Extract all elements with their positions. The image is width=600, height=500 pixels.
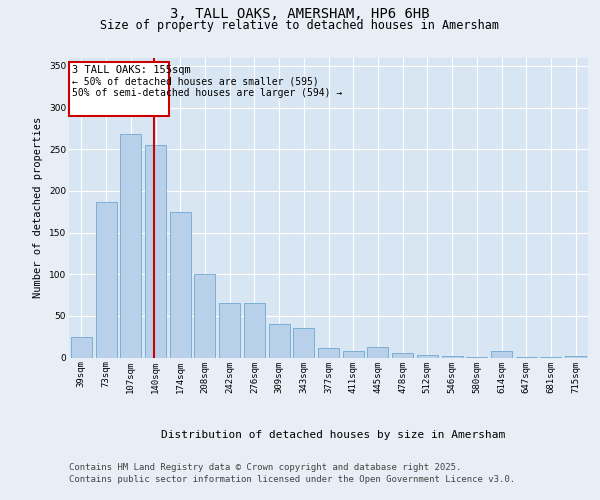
Bar [392,354,413,358]
Bar [95,202,116,358]
Text: ← 50% of detached houses are smaller (595): ← 50% of detached houses are smaller (59… [72,76,319,86]
Y-axis label: Number of detached properties: Number of detached properties [34,117,43,298]
Bar [71,336,92,357]
Text: Distribution of detached houses by size in Amersham: Distribution of detached houses by size … [161,430,505,440]
Text: 50% of semi-detached houses are larger (594) →: 50% of semi-detached houses are larger (… [72,88,342,99]
Bar [318,348,339,358]
Bar [466,356,487,358]
Bar [145,145,166,358]
Bar [516,356,537,358]
Bar [491,351,512,358]
Text: Contains HM Land Registry data © Crown copyright and database right 2025.: Contains HM Land Registry data © Crown c… [69,464,461,472]
Bar [343,351,364,358]
Bar [219,304,240,358]
Text: Size of property relative to detached houses in Amersham: Size of property relative to detached ho… [101,19,499,32]
Bar [120,134,141,358]
Bar [194,274,215,357]
Bar [244,304,265,358]
Text: 3, TALL OAKS, AMERSHAM, HP6 6HB: 3, TALL OAKS, AMERSHAM, HP6 6HB [170,8,430,22]
Bar [293,328,314,358]
Text: 3 TALL OAKS: 155sqm: 3 TALL OAKS: 155sqm [72,65,191,75]
Bar [269,324,290,358]
Bar [170,212,191,358]
Bar [565,356,586,358]
Bar [442,356,463,358]
Bar [417,355,438,358]
FancyBboxPatch shape [70,62,169,116]
Text: Contains public sector information licensed under the Open Government Licence v3: Contains public sector information licen… [69,475,515,484]
Bar [367,346,388,358]
Bar [541,356,562,358]
